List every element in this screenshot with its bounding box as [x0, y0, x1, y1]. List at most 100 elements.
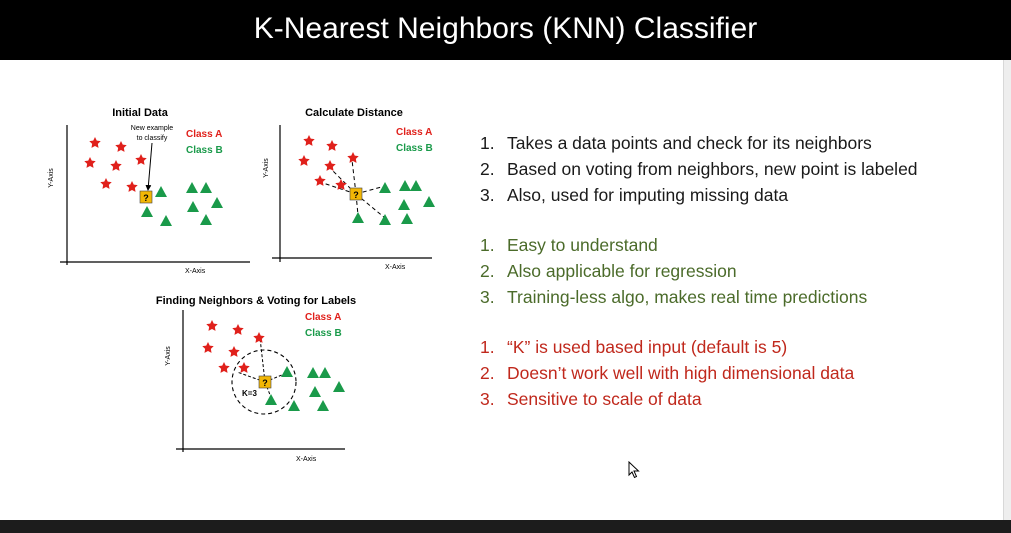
new-example-arrow [145, 142, 153, 191]
list-item-text: Also applicable for regression [507, 261, 737, 281]
triangle-icon [288, 400, 300, 411]
list-item: 1. Easy to understand [480, 235, 658, 255]
triangle-icon [281, 366, 293, 377]
voting-title: Finding Neighbors & Voting for Labels [156, 295, 356, 307]
pros-list: 1. Easy to understand 2. Also applicable f… [480, 232, 867, 310]
list-item: 2. Also applicable for regression [480, 261, 737, 281]
list-item-text: “K” is used based input (default is 5) [507, 337, 788, 357]
list-item-text: Takes a data points and check for its ne… [507, 133, 872, 153]
star-icon [218, 362, 230, 373]
unknown-point-marker: ? [139, 190, 153, 204]
x-axis-label: X-Axis [185, 268, 206, 275]
list-item: 3. Sensitive to scale of data [480, 389, 702, 409]
triangle-icon [307, 367, 319, 378]
bottom-bar [0, 520, 1011, 533]
class-b-legend: Class B [305, 328, 342, 339]
new-example-label-2: to classify [137, 135, 168, 142]
triangle-icon [401, 213, 413, 224]
list-item: 2. Based on voting from neighbors, new po… [480, 159, 918, 179]
k-value-label: K=3 [242, 389, 257, 398]
triangle-icon [265, 394, 277, 405]
star-icon [253, 332, 265, 343]
star-icon [324, 160, 336, 171]
star-icon [84, 157, 96, 168]
list-item-text: Easy to understand [507, 235, 658, 255]
star-icon [303, 135, 315, 146]
triangle-icon [187, 201, 199, 212]
unknown-point-marker: ? [349, 187, 363, 201]
list-item: 3. Training-less algo, makes real time pr… [480, 287, 868, 307]
star-icon [232, 324, 244, 335]
triangle-icon [186, 182, 198, 193]
star-icon [298, 155, 310, 166]
triangle-icon [423, 196, 435, 207]
star-icon [314, 175, 326, 186]
triangle-icon [317, 400, 329, 411]
initial-data-title: Initial Data [112, 107, 169, 119]
x-axis-label: X-Axis [385, 264, 406, 271]
triangle-icon [333, 381, 345, 392]
list-item: 2. Doesn’t work well with high dimensiona… [480, 363, 855, 383]
title-bar [0, 0, 1011, 60]
triangle-icon [200, 182, 212, 193]
class-b-legend: Class B [396, 143, 433, 154]
star-icon [238, 362, 250, 373]
list-item: 1. “K” is used based input (default is 5) [480, 337, 788, 357]
scrollbar[interactable] [1003, 60, 1011, 520]
triangle-icon [141, 206, 153, 217]
triangle-icon [309, 386, 321, 397]
star-icon [115, 141, 127, 152]
class-a-legend: Class A [186, 129, 222, 140]
triangle-icon [399, 180, 411, 191]
triangle-icon [160, 215, 172, 226]
svg-text:?: ? [143, 193, 149, 203]
star-icon [100, 178, 112, 189]
star-icon [228, 346, 240, 357]
list-item-text: Based on voting from neighbors, new poin… [507, 159, 918, 179]
initial-data-diagram: Initial Data X-Axis Y-Axis New example t… [48, 107, 250, 275]
k-neighborhood-circle [231, 349, 297, 415]
class-a-legend: Class A [396, 127, 432, 138]
voting-diagram: Finding Neighbors & Voting for Labels X-… [156, 295, 356, 463]
list-item: 1. Takes a data points and check for its … [480, 133, 872, 153]
triangle-icon [379, 214, 391, 225]
triangle-icon [352, 212, 364, 223]
class-a-legend: Class A [305, 312, 341, 323]
list-item-text: Training-less algo, makes real time pred… [507, 287, 868, 307]
description-list: 1. Takes a data points and check for its … [480, 130, 918, 208]
mouse-cursor-icon [628, 461, 640, 479]
slide-title: K-Nearest Neighbors (KNN) Classifier [253, 12, 758, 45]
list-item: 3. Also, used for imputing missing data [480, 185, 789, 205]
triangle-icon [379, 182, 391, 193]
y-axis-label: Y-Axis [165, 346, 172, 366]
svg-text:?: ? [353, 190, 359, 200]
triangle-icon [155, 186, 167, 197]
svg-text:?: ? [262, 378, 268, 388]
list-item-text: Sensitive to scale of data [507, 389, 702, 409]
new-example-label: New example [131, 125, 174, 132]
star-icon [347, 152, 359, 163]
list-item-text: Doesn’t work well with high dimensional … [507, 363, 855, 383]
y-axis-label: Y-Axis [263, 158, 270, 178]
knn-diagrams: Initial Data X-Axis Y-Axis New example t… [48, 107, 435, 463]
calculate-distance-title: Calculate Distance [305, 107, 403, 119]
star-icon [135, 154, 147, 165]
triangle-icon [398, 199, 410, 210]
star-icon [326, 140, 338, 151]
star-icon [202, 342, 214, 353]
x-axis-label: X-Axis [296, 456, 317, 463]
star-icon [126, 181, 138, 192]
triangle-icon [410, 180, 422, 191]
star-icon [110, 160, 122, 171]
star-icon [206, 320, 218, 331]
triangle-icon [319, 367, 331, 378]
list-item-text: Also, used for imputing missing data [507, 185, 789, 205]
cons-list: 1. “K” is used based input (default is 5)… [480, 334, 854, 412]
star-icon [335, 179, 347, 190]
y-axis-label: Y-Axis [48, 168, 55, 188]
calculate-distance-diagram: Calculate Distance X-Axis Y-Axis Class A… [263, 107, 435, 271]
triangle-icon [211, 197, 223, 208]
unknown-point-marker: ? [258, 375, 272, 389]
class-b-legend: Class B [186, 145, 223, 156]
triangle-icon [200, 214, 212, 225]
